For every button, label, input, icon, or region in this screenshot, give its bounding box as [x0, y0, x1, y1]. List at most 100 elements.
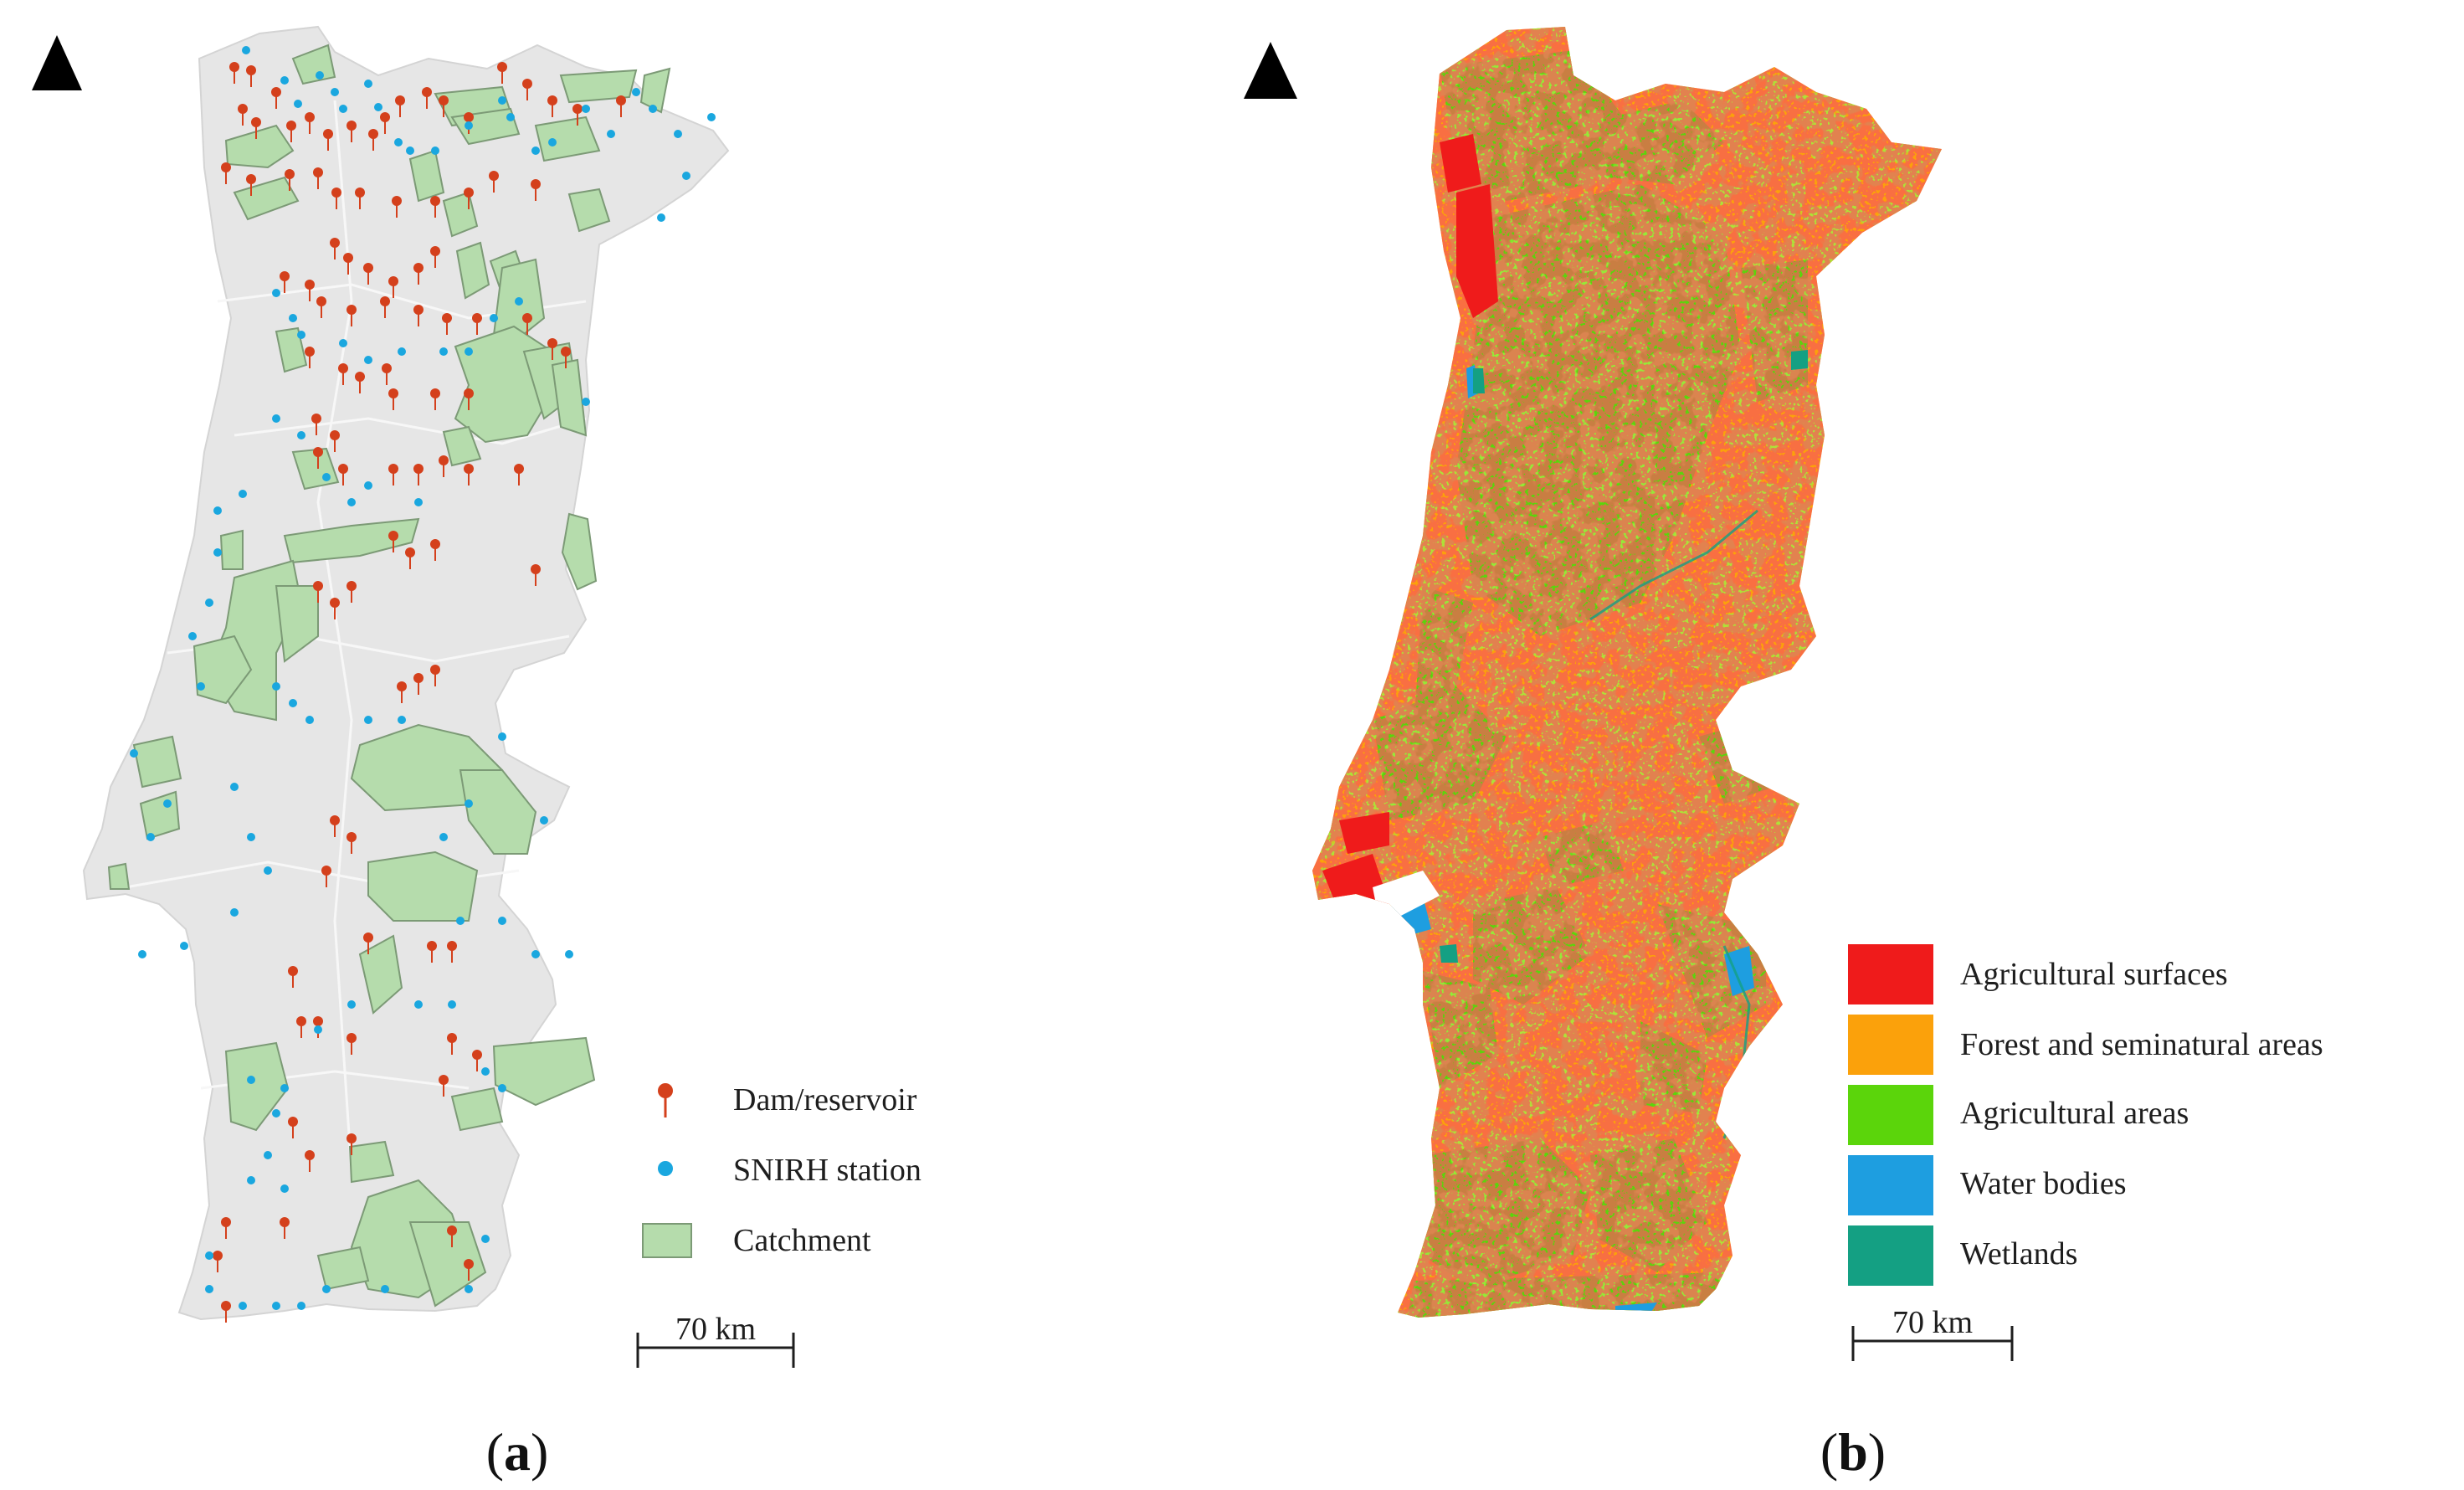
station-dot-icon	[322, 473, 331, 481]
scale-bar-a	[636, 1333, 795, 1368]
station-dot-icon	[364, 716, 372, 724]
station-dot-icon	[242, 46, 250, 54]
station-dot-icon	[582, 105, 590, 113]
catchment	[219, 529, 244, 570]
station-dot-icon	[498, 1084, 506, 1092]
dam-pin-icon	[489, 171, 499, 193]
station-dot-icon	[582, 398, 590, 406]
dam-pin-icon	[280, 271, 290, 293]
dam-pin-icon	[288, 966, 298, 988]
dam-pin-icon	[464, 388, 474, 410]
station-dot-icon	[498, 917, 506, 925]
dam-pin-icon	[447, 941, 457, 963]
station-dot-icon	[531, 146, 540, 155]
station-dot-icon	[347, 498, 356, 506]
catchment	[559, 69, 638, 104]
dam-pin-icon	[246, 174, 256, 196]
legend-label-forest: Forest and seminatural areas	[1960, 1027, 2323, 1062]
catchment	[132, 735, 182, 789]
catchment	[275, 326, 308, 373]
dam-pin-icon	[430, 539, 440, 561]
station-dot-icon	[414, 498, 423, 506]
legend-a: Dam/reservoir SNIRH station Catchment	[642, 1082, 921, 1258]
dam-pin-icon	[388, 464, 398, 486]
station-markers	[130, 46, 716, 1310]
dam-pin-icon	[346, 1133, 357, 1155]
station-dot-icon	[649, 105, 657, 113]
station-dot-icon	[431, 146, 439, 155]
legend-item-agricultural-surfaces: Agricultural surfaces	[1848, 944, 2228, 1004]
station-dot-icon	[565, 950, 573, 958]
station-dot-icon	[347, 1000, 356, 1009]
dam-pin-icon	[313, 167, 323, 189]
dam-pin-icon	[413, 673, 424, 695]
station-dot-icon	[264, 1151, 272, 1159]
legend-item-dam: Dam/reservoir	[658, 1082, 917, 1118]
dam-pin-icon	[330, 430, 340, 452]
portugal-land-a	[82, 25, 730, 1321]
dam-pin-icon	[338, 464, 348, 486]
station-dot-icon	[247, 1176, 255, 1184]
station-dot-icon	[632, 88, 640, 96]
dam-pin-icon	[380, 112, 390, 134]
dam-pin-icon	[430, 665, 440, 686]
dam-pin-icon	[439, 1075, 449, 1097]
station-dot-icon	[272, 682, 280, 691]
station-dot-icon	[314, 1025, 322, 1034]
legend-item-catchment: Catchment	[642, 1223, 871, 1258]
dam-pin-icon	[316, 296, 326, 318]
station-dot-icon	[297, 431, 305, 439]
dam-pin-icon	[338, 363, 348, 385]
dam-pin-icon	[363, 263, 373, 285]
dam-pin-icon	[280, 1217, 290, 1239]
dam-pin-icon	[472, 313, 482, 335]
swatch-agricultural-surfaces	[1848, 944, 1933, 1004]
catchment	[551, 358, 588, 437]
dam-pin-icon	[305, 347, 315, 368]
legend-label-agricultural-areas: Agricultural areas	[1960, 1096, 2189, 1131]
legend-label-dam: Dam/reservoir	[733, 1082, 917, 1118]
dam-pin-icon	[346, 581, 357, 603]
dam-pin-icon	[430, 196, 440, 218]
station-dot-icon	[130, 749, 138, 758]
swatch-forest	[1848, 1015, 1933, 1075]
station-dot-icon	[364, 356, 372, 364]
dam-pin-icon	[330, 815, 340, 837]
catchment	[275, 585, 319, 663]
station-dot-icon	[456, 917, 465, 925]
station-dot-icon	[364, 481, 372, 490]
dam-pin-icon	[522, 313, 532, 335]
legend-item-forest: Forest and seminatural areas	[1848, 1015, 2323, 1075]
station-dot-icon	[138, 950, 146, 958]
dam-pin-icon	[229, 62, 239, 84]
station-dot-icon	[305, 716, 314, 724]
dam-pin-icon	[330, 598, 340, 619]
station-dot-icon	[607, 130, 615, 138]
legend-label-wetlands: Wetlands	[1960, 1236, 2077, 1272]
station-dot-icon	[498, 732, 506, 741]
legend-item-station: SNIRH station	[658, 1153, 921, 1188]
dot-icon	[658, 1161, 673, 1176]
catchment	[367, 850, 479, 922]
station-dot-icon	[264, 866, 272, 875]
dam-pin-icon	[251, 117, 261, 139]
station-dot-icon	[439, 833, 448, 841]
catchment	[450, 1087, 504, 1132]
dam-pin-icon	[321, 866, 331, 887]
station-dot-icon	[465, 121, 473, 130]
dam-pin-icon	[497, 62, 507, 84]
station-dot-icon	[364, 80, 372, 88]
dam-pin-icon	[221, 1217, 231, 1239]
dam-pin-icon	[313, 447, 323, 469]
dam-pin-icon	[221, 1301, 231, 1323]
dam-pin-icon	[305, 1150, 315, 1172]
station-dot-icon	[498, 96, 506, 105]
dam-pin-icon	[392, 196, 402, 218]
dam-pin-icon	[305, 280, 315, 301]
station-dot-icon	[188, 632, 197, 640]
station-dot-icon	[490, 314, 498, 322]
catchment	[316, 1246, 370, 1291]
dam-pin-icon	[464, 464, 474, 486]
station-dot-icon	[280, 1084, 289, 1092]
station-dot-icon	[213, 506, 222, 515]
